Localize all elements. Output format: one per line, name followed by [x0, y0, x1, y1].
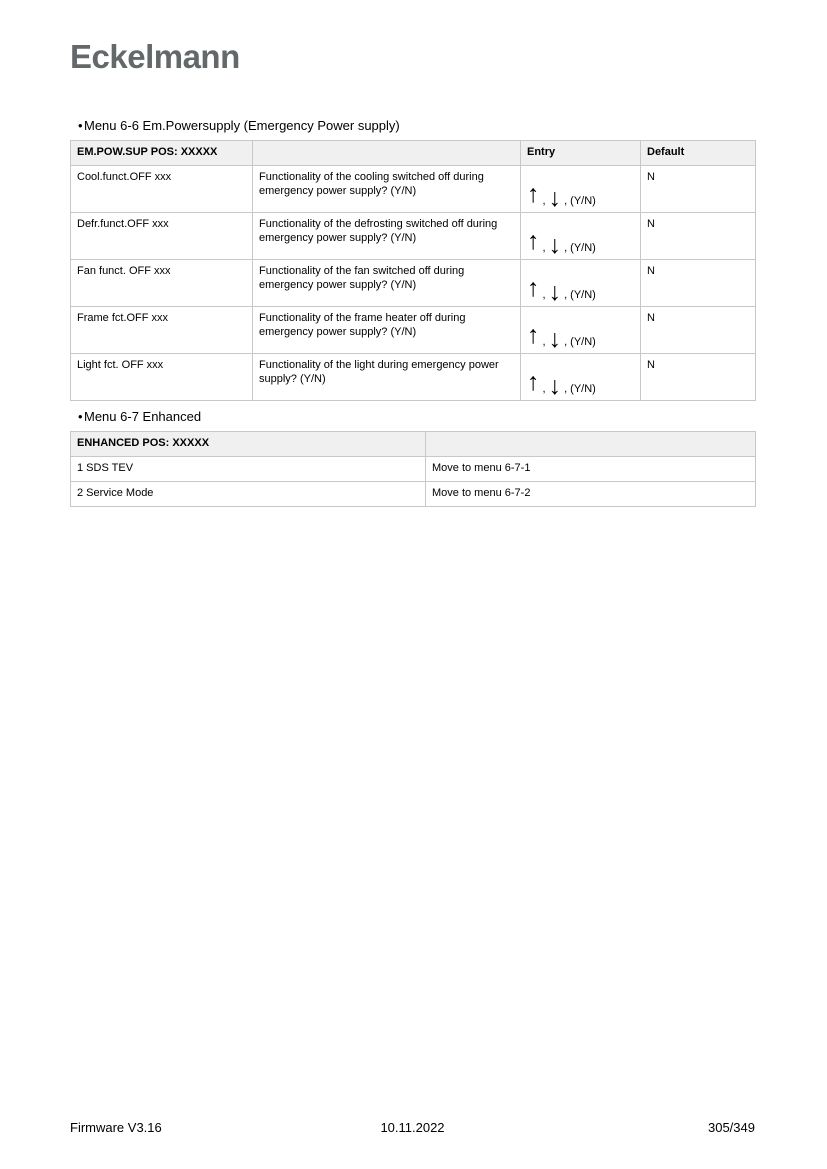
default-cell: N	[641, 354, 756, 401]
entry-cell: ↑ , ↓ , (Y/N)	[521, 213, 641, 260]
description-cell: Functionality of the fan switched off du…	[253, 260, 521, 307]
down-arrow-icon: ↓	[548, 278, 562, 306]
menu-6-7-heading-label: Menu 6-7 Enhanced	[84, 409, 202, 424]
bullet-icon: •	[78, 409, 83, 424]
entry-cell: ↑ , ↓ , (Y/N)	[521, 260, 641, 307]
default-cell: N	[641, 260, 756, 307]
entry-cell: ↑ , ↓ , (Y/N)	[521, 307, 641, 354]
footer-page-number: 305/349	[707, 1120, 755, 1135]
header-cell-param: EM.POW.SUP POS: XXXXX	[71, 141, 253, 166]
bullet-icon: •	[78, 118, 83, 133]
default-cell: N	[641, 166, 756, 213]
param-cell: Cool.funct.OFF xxx	[71, 166, 253, 213]
up-arrow-icon: ↑	[527, 227, 540, 255]
param-cell: Defr.funct.OFF xxx	[71, 213, 253, 260]
comma-separator: ,	[542, 242, 546, 254]
entry-yn-suffix: , (Y/N)	[564, 195, 596, 207]
up-arrow-icon: ↑	[527, 368, 540, 396]
description-cell: Functionality of the frame heater off du…	[253, 307, 521, 354]
menu-6-6-heading-label: Menu 6-6 Em.Powersupply (Emergency Power…	[84, 118, 400, 133]
down-arrow-icon: ↓	[548, 231, 562, 259]
down-arrow-icon: ↓	[548, 372, 562, 400]
comma-separator: ,	[542, 289, 546, 301]
param-cell: Frame fct.OFF xxx	[71, 307, 253, 354]
comma-separator: ,	[542, 383, 546, 395]
down-arrow-icon: ↓	[548, 325, 562, 353]
footer-firmware-version: Firmware V3.16	[70, 1120, 162, 1135]
entry-cell: ↑ , ↓ , (Y/N)	[521, 166, 641, 213]
entry-yn-suffix: , (Y/N)	[564, 289, 596, 301]
default-cell: N	[641, 213, 756, 260]
page-footer: Firmware V3.16 10.11.2022 305/349	[70, 1120, 755, 1136]
comma-separator: ,	[542, 336, 546, 348]
param-cell: Light fct. OFF xxx	[71, 354, 253, 401]
entry-cell: ↑ , ↓ , (Y/N)	[521, 354, 641, 401]
header-cell-default: Default	[641, 141, 756, 166]
down-arrow-icon: ↓	[548, 184, 562, 212]
enhanced-table: ENHANCED POS: XXXXX 1 SDS TEV Move to me…	[70, 431, 756, 507]
em-pow-sup-table: EM.POW.SUP POS: XXXXX Entry Default Cool…	[70, 140, 756, 401]
entry-yn-suffix: , (Y/N)	[564, 242, 596, 254]
header-cell-enhanced: ENHANCED POS: XXXXX	[71, 432, 426, 457]
entry-yn-suffix: , (Y/N)	[564, 383, 596, 395]
action-cell: Move to menu 6-7-2	[426, 482, 756, 507]
header-cell-entry: Entry	[521, 141, 641, 166]
up-arrow-icon: ↑	[527, 274, 540, 302]
description-cell: Functionality of the defrosting switched…	[253, 213, 521, 260]
default-cell: N	[641, 307, 756, 354]
description-cell: Functionality of the light during emerge…	[253, 354, 521, 401]
header-cell-empty	[426, 432, 756, 457]
menu-6-7-heading: • Menu 6-7 Enhanced	[70, 409, 770, 425]
description-cell: Functionality of the cooling switched of…	[253, 166, 521, 213]
up-arrow-icon: ↑	[527, 180, 540, 208]
up-arrow-icon: ↑	[527, 321, 540, 349]
company-logo: Eckelmann	[70, 38, 240, 75]
footer-date: 10.11.2022	[380, 1120, 445, 1135]
entry-yn-suffix: , (Y/N)	[564, 336, 596, 348]
item-cell: 2 Service Mode	[71, 482, 426, 507]
header-cell-description	[253, 141, 521, 166]
action-cell: Move to menu 6-7-1	[426, 457, 756, 482]
param-cell: Fan funct. OFF xxx	[71, 260, 253, 307]
comma-separator: ,	[542, 195, 546, 207]
item-cell: 1 SDS TEV	[71, 457, 426, 482]
menu-6-6-heading: • Menu 6-6 Em.Powersupply (Emergency Pow…	[70, 118, 770, 134]
